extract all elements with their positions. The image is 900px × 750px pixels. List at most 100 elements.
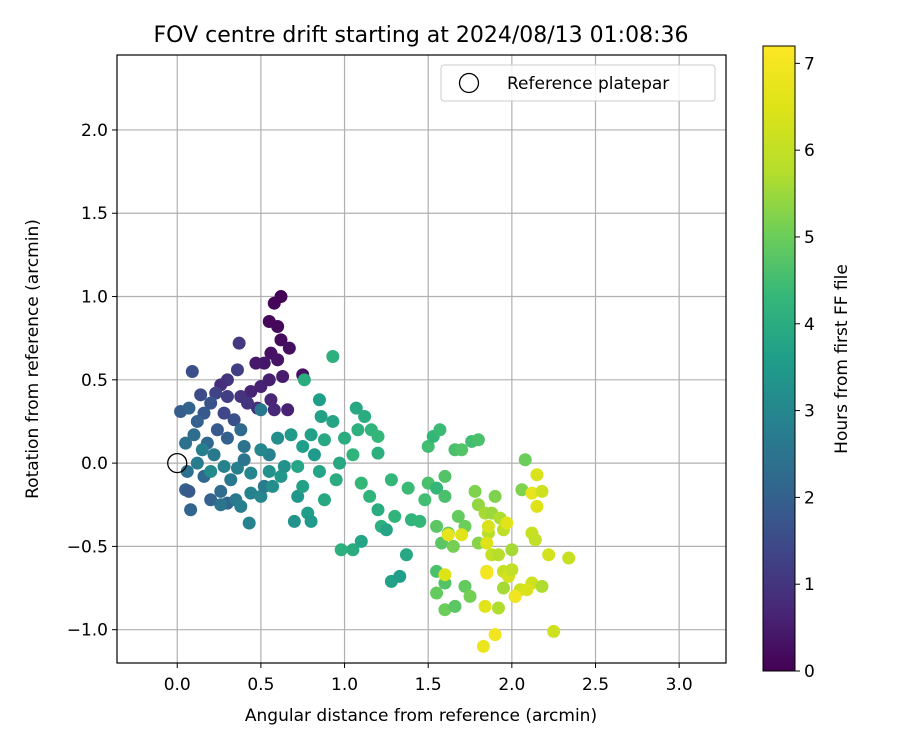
- scatter-point: [441, 528, 455, 542]
- y-tick-label: 2.0: [81, 121, 108, 141]
- scatter-point: [530, 499, 544, 513]
- scatter-point: [217, 459, 231, 473]
- scatter-point: [254, 403, 268, 417]
- scatter-point: [220, 389, 234, 403]
- scatter-point: [371, 446, 385, 460]
- scatter-point: [182, 484, 196, 498]
- scatter-point: [314, 409, 328, 423]
- scatter-point: [478, 599, 492, 613]
- scatter-point: [379, 523, 393, 537]
- scatter-point: [291, 489, 305, 503]
- scatter-point: [267, 403, 281, 417]
- scatter-point: [184, 503, 198, 517]
- scatter-point: [194, 388, 208, 402]
- scatter-point: [455, 528, 469, 542]
- scatter-point: [204, 493, 218, 507]
- scatter-point: [262, 464, 276, 478]
- scatter-point: [227, 413, 241, 427]
- scatter-point: [451, 509, 465, 523]
- scatter-point: [307, 448, 321, 462]
- scatter-point: [312, 464, 326, 478]
- reference-platepar-marker: [167, 452, 188, 474]
- scatter-point: [421, 439, 435, 453]
- scatter-point: [264, 393, 278, 407]
- scatter-point: [399, 548, 413, 562]
- scatter-point: [312, 393, 326, 407]
- scatter-point: [190, 414, 204, 428]
- scatter-point: [480, 566, 494, 580]
- scatter-point: [317, 433, 331, 447]
- colorbar-tick-label: 4: [804, 315, 815, 335]
- scatter-point: [220, 431, 234, 445]
- scatter-point: [430, 481, 444, 495]
- scatter-point: [491, 548, 505, 562]
- scatter-point: [317, 493, 331, 507]
- scatter-point: [214, 498, 228, 512]
- scatter-point: [418, 493, 432, 507]
- colorbar-tick-label: 7: [804, 54, 815, 74]
- y-tick-label: 0.0: [81, 454, 108, 474]
- scatter-point: [287, 514, 301, 528]
- scatter-point: [413, 514, 427, 528]
- scatter-point: [438, 603, 452, 617]
- scatter-point: [180, 464, 194, 478]
- grid: [117, 55, 726, 663]
- scatter-point: [209, 386, 223, 400]
- scatter-point: [528, 533, 542, 547]
- scatter-point: [329, 473, 343, 487]
- chart-title: FOV centre drift starting at 2024/08/13 …: [154, 23, 689, 48]
- scatter-point: [237, 453, 251, 467]
- scatter-point: [207, 448, 221, 462]
- scatter-point: [488, 628, 502, 642]
- scatter-point: [438, 568, 452, 582]
- scatter-point: [515, 483, 529, 497]
- scatter-point: [244, 384, 258, 398]
- scatter-point: [291, 459, 305, 473]
- scatter-point: [242, 516, 256, 530]
- colorbar-gradient: [762, 45, 796, 672]
- scatter-point: [491, 601, 505, 615]
- y-axis-label: Rotation from reference (arcmin): [23, 219, 43, 499]
- scatter-point: [187, 428, 201, 442]
- scatter-point: [525, 486, 539, 500]
- scatter-point: [371, 503, 385, 517]
- scatter-point: [438, 469, 452, 483]
- scatter-point: [463, 589, 477, 603]
- scatter-point: [508, 589, 522, 603]
- colorbar-tick-label: 5: [804, 228, 815, 248]
- x-tick-label: 2.0: [498, 675, 525, 695]
- x-tick-label: 1.5: [415, 675, 442, 695]
- scatter-point: [267, 296, 281, 310]
- scatter-point: [234, 423, 248, 437]
- colorbar-tick-label: 6: [804, 141, 815, 161]
- scatter-point: [530, 468, 544, 482]
- scatter-point: [458, 579, 472, 593]
- scatter-point: [276, 369, 290, 383]
- scatter-point: [326, 414, 340, 428]
- scatter-point: [266, 479, 280, 493]
- scatter-point: [284, 428, 298, 442]
- scatter-point: [488, 489, 502, 503]
- scatter-point: [520, 583, 534, 597]
- scatter-point: [496, 581, 510, 595]
- y-tick-label: 0.5: [81, 371, 108, 391]
- scatter-point: [241, 396, 254, 410]
- points-layer: [174, 290, 576, 653]
- scatter-point: [296, 439, 310, 453]
- y-tick-label: −0.5: [67, 537, 108, 557]
- scatter-point: [333, 456, 347, 470]
- scatter-point: [448, 599, 462, 613]
- colorbar-tick-label: 3: [804, 402, 815, 422]
- colorbar-tick-label: 0: [804, 662, 815, 682]
- scatter-point: [297, 373, 311, 387]
- scatter-point: [547, 624, 561, 638]
- scatter-point: [438, 489, 452, 503]
- scatter-point: [338, 431, 352, 445]
- x-tick-label: 2.5: [582, 675, 609, 695]
- scatter-point: [388, 509, 402, 523]
- scatter-point: [210, 423, 224, 437]
- y-tick-label: 1.0: [81, 288, 108, 308]
- colorbar-label: Hours from first FF file: [832, 264, 852, 454]
- colorbar-tick-label: 1: [804, 575, 815, 595]
